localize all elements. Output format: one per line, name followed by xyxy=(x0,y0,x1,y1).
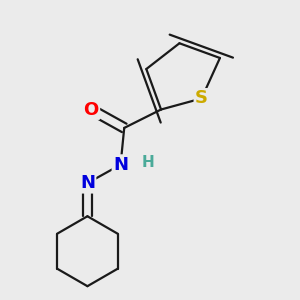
Text: N: N xyxy=(113,156,128,174)
Text: H: H xyxy=(142,155,155,170)
Text: S: S xyxy=(195,89,208,107)
Text: N: N xyxy=(80,174,95,192)
Text: O: O xyxy=(83,100,99,118)
